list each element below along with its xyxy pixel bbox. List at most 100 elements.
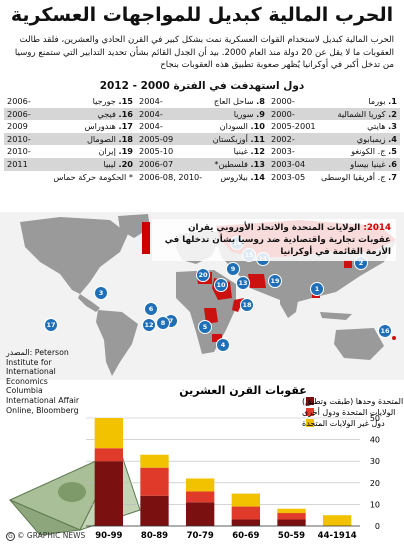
legend-label: الولايات المتحدة ودول أخرى	[302, 407, 395, 417]
sanction-years: 2004-	[139, 96, 163, 106]
table-cell: 4. زيمبابوي 2002-	[268, 133, 400, 146]
map-marker-3: 3	[94, 286, 108, 300]
country-name: هندوراس	[84, 121, 119, 132]
table-cell: 14. بيلاروس 2006-08, 2010-	[136, 171, 268, 184]
table-row: 7. ج. أفريقيا الوسطى 2003-05 14. بيلاروس 20…	[4, 171, 400, 184]
footer-text: © GRAPHIC NEWS	[17, 531, 86, 540]
table-cell: 15. جورجيا 2006-	[4, 95, 136, 108]
country-name: ساحل العاج	[213, 96, 257, 106]
map-marker-12: 12	[142, 318, 156, 332]
country-number: 17.	[118, 121, 133, 132]
sanction-years: 2005-2001	[271, 121, 316, 132]
table-subtitle: دول استهدفت في الفترة 2000 - 2012	[99, 80, 305, 92]
sanction-years: 2004-	[139, 121, 163, 132]
legend-label: دول غير الولايات المتحدة	[302, 419, 385, 428]
country-number: 7.	[388, 171, 397, 182]
sanction-years: 2009	[7, 121, 28, 132]
country-number: 1.	[388, 96, 397, 106]
bar-segment	[140, 495, 169, 526]
table-cell: 2. كوريا الشمالية 2000-	[268, 108, 400, 121]
bar-segment	[140, 467, 169, 496]
country-number: 10.	[250, 121, 265, 132]
table-cell: 13. فلسطين* 2006-07	[136, 158, 268, 171]
sanction-years: 2011	[7, 158, 28, 169]
south-america-shape	[96, 310, 138, 376]
map-marker-4: 4	[216, 338, 230, 352]
page-title: الحرب المالية كبديل للمواجهات العسكرية	[10, 4, 394, 26]
footer: G © GRAPHIC NEWS	[6, 531, 85, 541]
bar-segment	[231, 506, 260, 520]
x-tick-label: 80-89	[141, 531, 168, 541]
country-name: أوزبكستان	[212, 133, 251, 144]
x-tick-label: 70-79	[187, 531, 214, 541]
legend-label: الولايات المتحدة وحدها (طبقت وتطبق)	[302, 397, 404, 406]
table-cell: 3. هايتي 2005-2001	[268, 120, 400, 133]
country-name: ج. أفريقيا الوسطى	[320, 171, 389, 182]
sanction-years: 2006-07	[139, 158, 174, 169]
bar-segment	[231, 519, 260, 526]
map-marker-16: 16	[378, 324, 392, 338]
chart-container: عقوبات القرن العشرين 0 10 20 30 40 50 44-1914 50…	[78, 380, 404, 543]
table-row: 6. غينيا بيساو 2003-04 13. فلسطين* 2006-07 2…	[4, 157, 400, 171]
table-cell: 16. فيجي 2006-	[4, 108, 136, 121]
table-cell: 5. ج. الكونغو 2003-	[268, 145, 400, 158]
sanction-years: 2002-	[271, 133, 295, 144]
country-name: بورما	[368, 96, 389, 106]
map-marker-1: 1	[310, 282, 324, 296]
sanction-years: 2000-	[271, 108, 295, 119]
bar-segment	[140, 454, 169, 468]
legend-swatch	[306, 397, 314, 405]
table-cell: 17. هندوراس 2009	[4, 120, 136, 133]
country-name: السودان	[219, 121, 251, 132]
table-cell: 10. السودان 2004-	[136, 120, 268, 133]
sanction-years: 2003-	[271, 146, 295, 157]
legend-swatch	[306, 408, 314, 416]
north-korea-shape	[344, 260, 352, 268]
country-name: غينيا	[233, 146, 251, 157]
table-cell: 20. ليبيا 2011	[4, 158, 136, 171]
sources-note: المصدر: Peterson Institute for Internati…	[6, 348, 80, 415]
bar-segment	[186, 478, 215, 492]
copyright-icon: G	[6, 532, 15, 541]
country-name: الصومال	[86, 133, 119, 144]
table-cell: 1. بورما 2000-	[268, 95, 400, 108]
sanction-years: 2005-10	[139, 146, 174, 157]
country-number: 18.	[118, 133, 133, 144]
map-marker-13: 13	[236, 276, 250, 290]
country-number: 20.	[118, 158, 133, 169]
country-number: 16.	[118, 108, 133, 119]
country-name: إيران	[98, 146, 119, 157]
sanction-years: 2006-	[7, 96, 31, 106]
country-number: 15.	[118, 96, 133, 106]
sanctions-table: 1. بورما 2000- 8. ساحل العاج 2004- 15. جورجي…	[4, 95, 400, 209]
x-tick-label: 60-69	[232, 531, 259, 541]
table-cell: 11. أوزبكستان 2005-09	[136, 133, 268, 146]
y-tick-label: 0	[375, 522, 380, 531]
sanction-years: 2004-	[139, 108, 163, 119]
y-tick-label: 30	[370, 457, 380, 466]
map-marker-19: 19	[268, 274, 282, 288]
callout-year: 2014:	[363, 223, 391, 233]
bar-segment	[277, 519, 306, 526]
table-row: 5. ج. الكونغو 2003- 12. غينيا 2005-10 19. إي…	[4, 145, 400, 158]
country-number: 14.	[250, 171, 265, 182]
country-name: سوريا	[233, 108, 257, 119]
bar-segment	[186, 502, 215, 526]
table-cell: 7. ج. أفريقيا الوسطى 2003-05	[268, 171, 400, 184]
table-cell: 9. سوريا 2004-	[136, 108, 268, 121]
callout-text: الولايات المتحدة والاتحاد الأوروبي يقران…	[164, 223, 391, 257]
sanction-years: 2006-08, 2010-	[139, 171, 203, 182]
y-tick-label: 40	[370, 436, 380, 445]
callout-accent-bar	[142, 222, 150, 254]
sanction-years: 2010-	[7, 146, 31, 157]
bar-segment	[231, 493, 260, 507]
indonesia-shape	[320, 312, 352, 320]
table-cell: 12. غينيا 2005-10	[136, 145, 268, 158]
map-marker-6: 6	[144, 302, 158, 316]
map-marker-5: 5	[198, 320, 212, 334]
sanction-years: 2006-	[7, 108, 31, 119]
table-cell: * الحكومة حركة حماس	[4, 171, 136, 184]
map-marker-18: 18	[240, 298, 254, 312]
country-name: هايتي	[367, 121, 389, 132]
sanction-years: 2000-	[271, 96, 295, 106]
